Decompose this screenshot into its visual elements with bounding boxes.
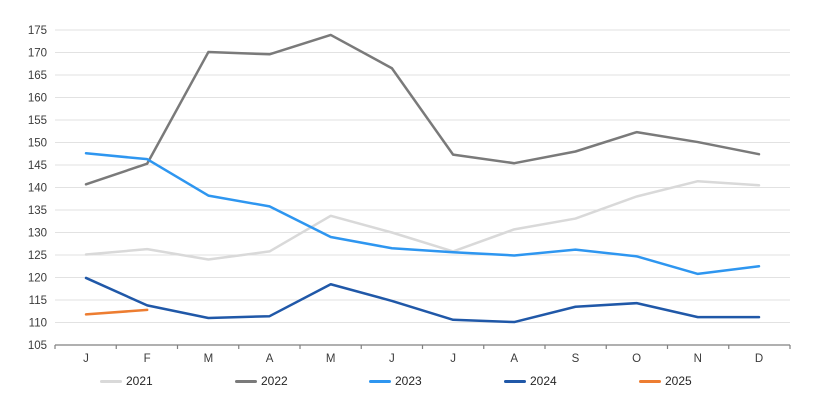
x-tick-label: J	[389, 353, 395, 365]
series-line-2022	[84, 33, 761, 186]
legend-item-2021: 2021	[100, 370, 153, 392]
y-tick-label: 125	[28, 250, 47, 262]
series-line-2021	[84, 179, 761, 261]
chart-plot-area: 105 110 115 120 125 130 135 140 145 150 155 160 165 1…	[28, 25, 791, 365]
legend-swatch-2022	[235, 379, 257, 383]
y-tick-label: 155	[28, 115, 47, 127]
x-tick-label: J	[83, 353, 89, 365]
legend-item-2025: 2025	[639, 370, 692, 392]
x-tick-label: D	[755, 353, 763, 365]
chart-legend: 2021 2022 2023 2024 2025	[0, 370, 820, 392]
x-axis	[54, 344, 791, 349]
x-tick-label: A	[510, 353, 518, 365]
series-line-2023	[84, 152, 761, 276]
legend-label-2023: 2023	[395, 374, 422, 388]
y-tick-label: 140	[28, 183, 47, 195]
x-tick-label: A	[266, 353, 274, 365]
legend-swatch-2021	[100, 379, 122, 383]
y-tick-label: 150	[28, 138, 47, 150]
y-tick-label: 165	[28, 70, 47, 82]
x-tick-label: N	[694, 353, 702, 365]
y-tick-label: 115	[29, 295, 47, 307]
legend-swatch-2025	[639, 379, 661, 383]
x-tick-label: M	[326, 353, 336, 365]
x-tick-label: O	[632, 353, 641, 365]
series-line-2025	[84, 308, 149, 316]
y-tick-label: 130	[28, 228, 47, 240]
y-tick-label: 170	[28, 48, 47, 60]
legend-label-2021: 2021	[126, 374, 153, 388]
legend-label-2025: 2025	[665, 374, 692, 388]
y-tick-label: 105	[28, 340, 47, 352]
legend-label-2022: 2022	[261, 374, 288, 388]
y-tick-label: 135	[28, 205, 47, 217]
y-tick-label: 175	[28, 25, 47, 37]
y-axis-labels: 105 110 115 120 125 130 135 140 145 150 155 160 165 1…	[28, 25, 47, 352]
x-tick-label: J	[450, 353, 456, 365]
y-tick-label: 110	[29, 318, 47, 330]
y-tick-label: 120	[28, 273, 47, 285]
series-line-2024	[84, 276, 761, 324]
legend-swatch-2023	[369, 379, 391, 383]
series-lines	[84, 33, 761, 324]
legend-swatch-2024	[504, 379, 526, 383]
legend-item-2024: 2024	[504, 370, 557, 392]
y-tick-label: 145	[28, 160, 47, 172]
legend-label-2024: 2024	[530, 374, 557, 388]
x-tick-label: M	[204, 353, 214, 365]
x-tick-label: S	[572, 353, 580, 365]
x-tick-label: F	[144, 353, 151, 365]
legend-item-2022: 2022	[235, 370, 288, 392]
gridlines	[55, 29, 790, 323]
y-tick-label: 160	[28, 93, 47, 105]
legend-item-2023: 2023	[369, 370, 422, 392]
